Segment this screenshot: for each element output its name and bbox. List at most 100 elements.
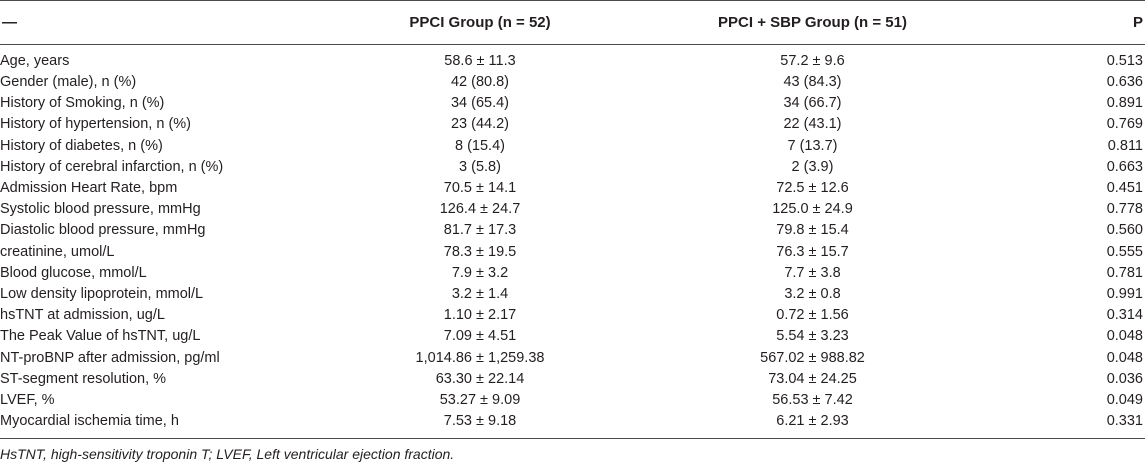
ppci-sbp-group-value: 72.5 ± 12.6 — [776, 180, 849, 197]
table-header: — PPCI Group (n = 52) PPCI + SBP Group (… — [0, 0, 1145, 45]
ppci-group-value: 81.7 ± 17.3 — [443, 222, 517, 239]
table-row: History of diabetes, n (%) 8 (15.4) 7 (13.… — [0, 136, 1145, 157]
ppci-sbp-group-value: 57.2 ± 9.6 — [780, 53, 845, 69]
table-row: History of cerebral infarction, n (%) 3 (… — [0, 157, 1145, 178]
table-row: Blood glucose, mmol/L 7.9 ± 3.2 7.7 ± 3.8 0… — [0, 263, 1145, 284]
ppci-sbp-group-value: 3.2 ± 0.8 — [784, 285, 841, 302]
row-label: History of cerebral infarction, n (%) — [0, 158, 224, 175]
ppci-sbp-group-value: 7.7 ± 3.8 — [784, 264, 841, 281]
ppci-sbp-group-value: 5.54 ± 3.23 — [776, 328, 849, 345]
ppci-group-value: 70.5 ± 14.1 — [443, 180, 517, 197]
table-row: Age, years 58.6 ± 11.3 57.2 ± 9.6 0.513 — [0, 45, 1145, 73]
table-row: History of hypertension, n (%) 23 (44.2) 2… — [0, 114, 1145, 135]
ppci-group-value: 126.4 ± 24.7 — [439, 201, 521, 218]
ppci-sbp-group-value: 2 (3.9) — [791, 158, 834, 175]
row-label: hsTNT at admission, ug/L — [0, 307, 165, 324]
p-value: 0.513 — [1106, 53, 1143, 69]
header-cell-ppci-group: PPCI Group (n = 52) — [330, 0, 630, 45]
p-value: 0.555 — [1106, 243, 1143, 260]
table-row: Diastolic blood pressure, mmHg 81.7 ± 17.… — [0, 220, 1145, 241]
p-value: 0.451 — [1106, 180, 1143, 197]
table-row: ST-segment resolution, % 63.30 ± 22.14 73.… — [0, 369, 1145, 390]
ppci-sbp-group-value: 125.0 ± 24.9 — [772, 201, 853, 218]
table-row: LVEF, % 53.27 ± 9.09 56.53 ± 7.42 0.049 — [0, 390, 1145, 411]
row-label: Age, years — [0, 53, 70, 69]
table-row: The Peak Value of hsTNT, ug/L 7.09 ± 4.51… — [0, 326, 1145, 347]
ppci-sbp-group-value: 76.3 ± 15.7 — [776, 243, 849, 260]
p-value: 0.811 — [1107, 137, 1143, 154]
table-row: Admission Heart Rate, bpm 70.5 ± 14.1 72.5… — [0, 178, 1145, 199]
ppci-group-value: 34 (65.4) — [450, 95, 510, 112]
ppci-sbp-group-value: 7 (13.7) — [787, 137, 838, 154]
table-row: Low density lipoprotein, mmol/L 3.2 ± 1.4… — [0, 284, 1145, 305]
p-value: 0.769 — [1106, 116, 1143, 133]
ppci-group-value: 8 (15.4) — [455, 137, 505, 154]
ppci-group-value: 58.6 ± 11.3 — [444, 53, 516, 69]
row-label: Blood glucose, mmol/L — [0, 264, 147, 281]
p-value: 0.048 — [1106, 328, 1143, 345]
ppci-group-value: 1.10 ± 2.17 — [443, 307, 517, 324]
ppci-group-value: 7.53 ± 9.18 — [330, 411, 630, 439]
row-label: NT-proBNP after admission, pg/ml — [0, 349, 220, 366]
header-cell-p-value: P — [995, 0, 1145, 45]
ppci-group-value: 1,014.86 ± 1,259.38 — [415, 349, 545, 366]
row-label: creatinine, umol/L — [0, 243, 115, 260]
ppci-sbp-group-value: 0.72 ± 1.56 — [776, 307, 849, 324]
ppci-group-value: 53.27 ± 9.09 — [439, 391, 521, 408]
header-cell-variable: — — [0, 0, 330, 45]
row-label: ST-segment resolution, % — [0, 370, 167, 387]
table-body: Age, years 58.6 ± 11.3 57.2 ± 9.6 0.513 Gend… — [0, 45, 1145, 439]
header-row: — PPCI Group (n = 52) PPCI + SBP Group (… — [0, 0, 1145, 45]
ppci-group-value: 78.3 ± 19.5 — [443, 243, 517, 260]
row-label: History of hypertension, n (%) — [0, 116, 191, 133]
ppci-sbp-group-value: 56.53 ± 7.42 — [772, 391, 853, 408]
p-value: 0.891 — [1106, 95, 1143, 112]
ppci-sbp-group-value: 567.02 ± 988.82 — [760, 349, 865, 366]
ppci-group-value: 63.30 ± 22.14 — [435, 370, 525, 387]
row-label: Gender (male), n (%) — [0, 74, 137, 91]
p-value: 0.314 — [1106, 307, 1143, 324]
table-footnote: HsTNT, high-sensitivity troponin T; LVEF… — [0, 446, 455, 462]
p-value: 0.636 — [1106, 74, 1143, 91]
table-row: History of Smoking, n (%) 34 (65.4) 34 (66… — [0, 93, 1145, 114]
table-row: creatinine, umol/L 78.3 ± 19.5 76.3 ± 15.7… — [0, 242, 1145, 263]
ppci-sbp-group-value: 73.04 ± 24.25 — [768, 370, 857, 387]
table-row: Gender (male), n (%) 42 (80.8) 43 (84.3) 0.… — [0, 72, 1145, 93]
ppci-group-value: 3.2 ± 1.4 — [451, 285, 509, 302]
p-value: 0.049 — [1106, 391, 1143, 408]
ppci-sbp-group-value: 6.21 ± 2.93 — [630, 411, 995, 439]
ppci-group-value: 42 (80.8) — [450, 74, 510, 91]
p-value: 0.331 — [995, 411, 1145, 439]
ppci-sbp-group-value: 22 (43.1) — [783, 116, 842, 133]
ppci-group-value: 7.09 ± 4.51 — [443, 328, 517, 345]
ppci-sbp-group-value: 79.8 ± 15.4 — [776, 222, 849, 239]
row-label: Admission Heart Rate, bpm — [0, 180, 178, 197]
row-label: Low density lipoprotein, mmol/L — [0, 285, 204, 302]
header-cell-ppci-sbp-group: PPCI + SBP Group (n = 51) — [630, 0, 995, 45]
p-value: 0.778 — [1106, 201, 1143, 218]
ppci-group-value: 7.9 ± 3.2 — [451, 264, 509, 281]
p-value: 0.781 — [1106, 264, 1143, 281]
table-row: hsTNT at admission, ug/L 1.10 ± 2.17 0.72 … — [0, 305, 1145, 326]
row-label: Diastolic blood pressure, mmHg — [0, 222, 206, 239]
row-label: The Peak Value of hsTNT, ug/L — [0, 328, 201, 345]
row-label: Myocardial ischemia time, h — [0, 411, 330, 439]
baseline-characteristics-table: — PPCI Group (n = 52) PPCI + SBP Group (… — [0, 0, 1145, 439]
row-label: History of Smoking, n (%) — [0, 95, 165, 112]
ppci-group-value: 3 (5.8) — [459, 158, 501, 175]
p-value: 0.048 — [1106, 349, 1143, 366]
table-row: Myocardial ischemia time, h 7.53 ± 9.18 6.… — [0, 411, 1145, 439]
p-value: 0.560 — [1106, 222, 1143, 239]
ppci-group-value: 23 (44.2) — [450, 116, 510, 133]
p-value: 0.036 — [1106, 370, 1143, 387]
table-row: NT-proBNP after admission, pg/ml 1,014.86… — [0, 347, 1145, 368]
table-row: Systolic blood pressure, mmHg 126.4 ± 24.… — [0, 199, 1145, 220]
p-value: 0.991 — [1106, 285, 1143, 302]
row-label: LVEF, % — [0, 391, 55, 408]
row-label: Systolic blood pressure, mmHg — [0, 201, 201, 218]
p-value: 0.663 — [1106, 158, 1143, 175]
row-label: History of diabetes, n (%) — [0, 137, 163, 154]
ppci-sbp-group-value: 43 (84.3) — [783, 74, 842, 91]
ppci-sbp-group-value: 34 (66.7) — [783, 95, 842, 112]
